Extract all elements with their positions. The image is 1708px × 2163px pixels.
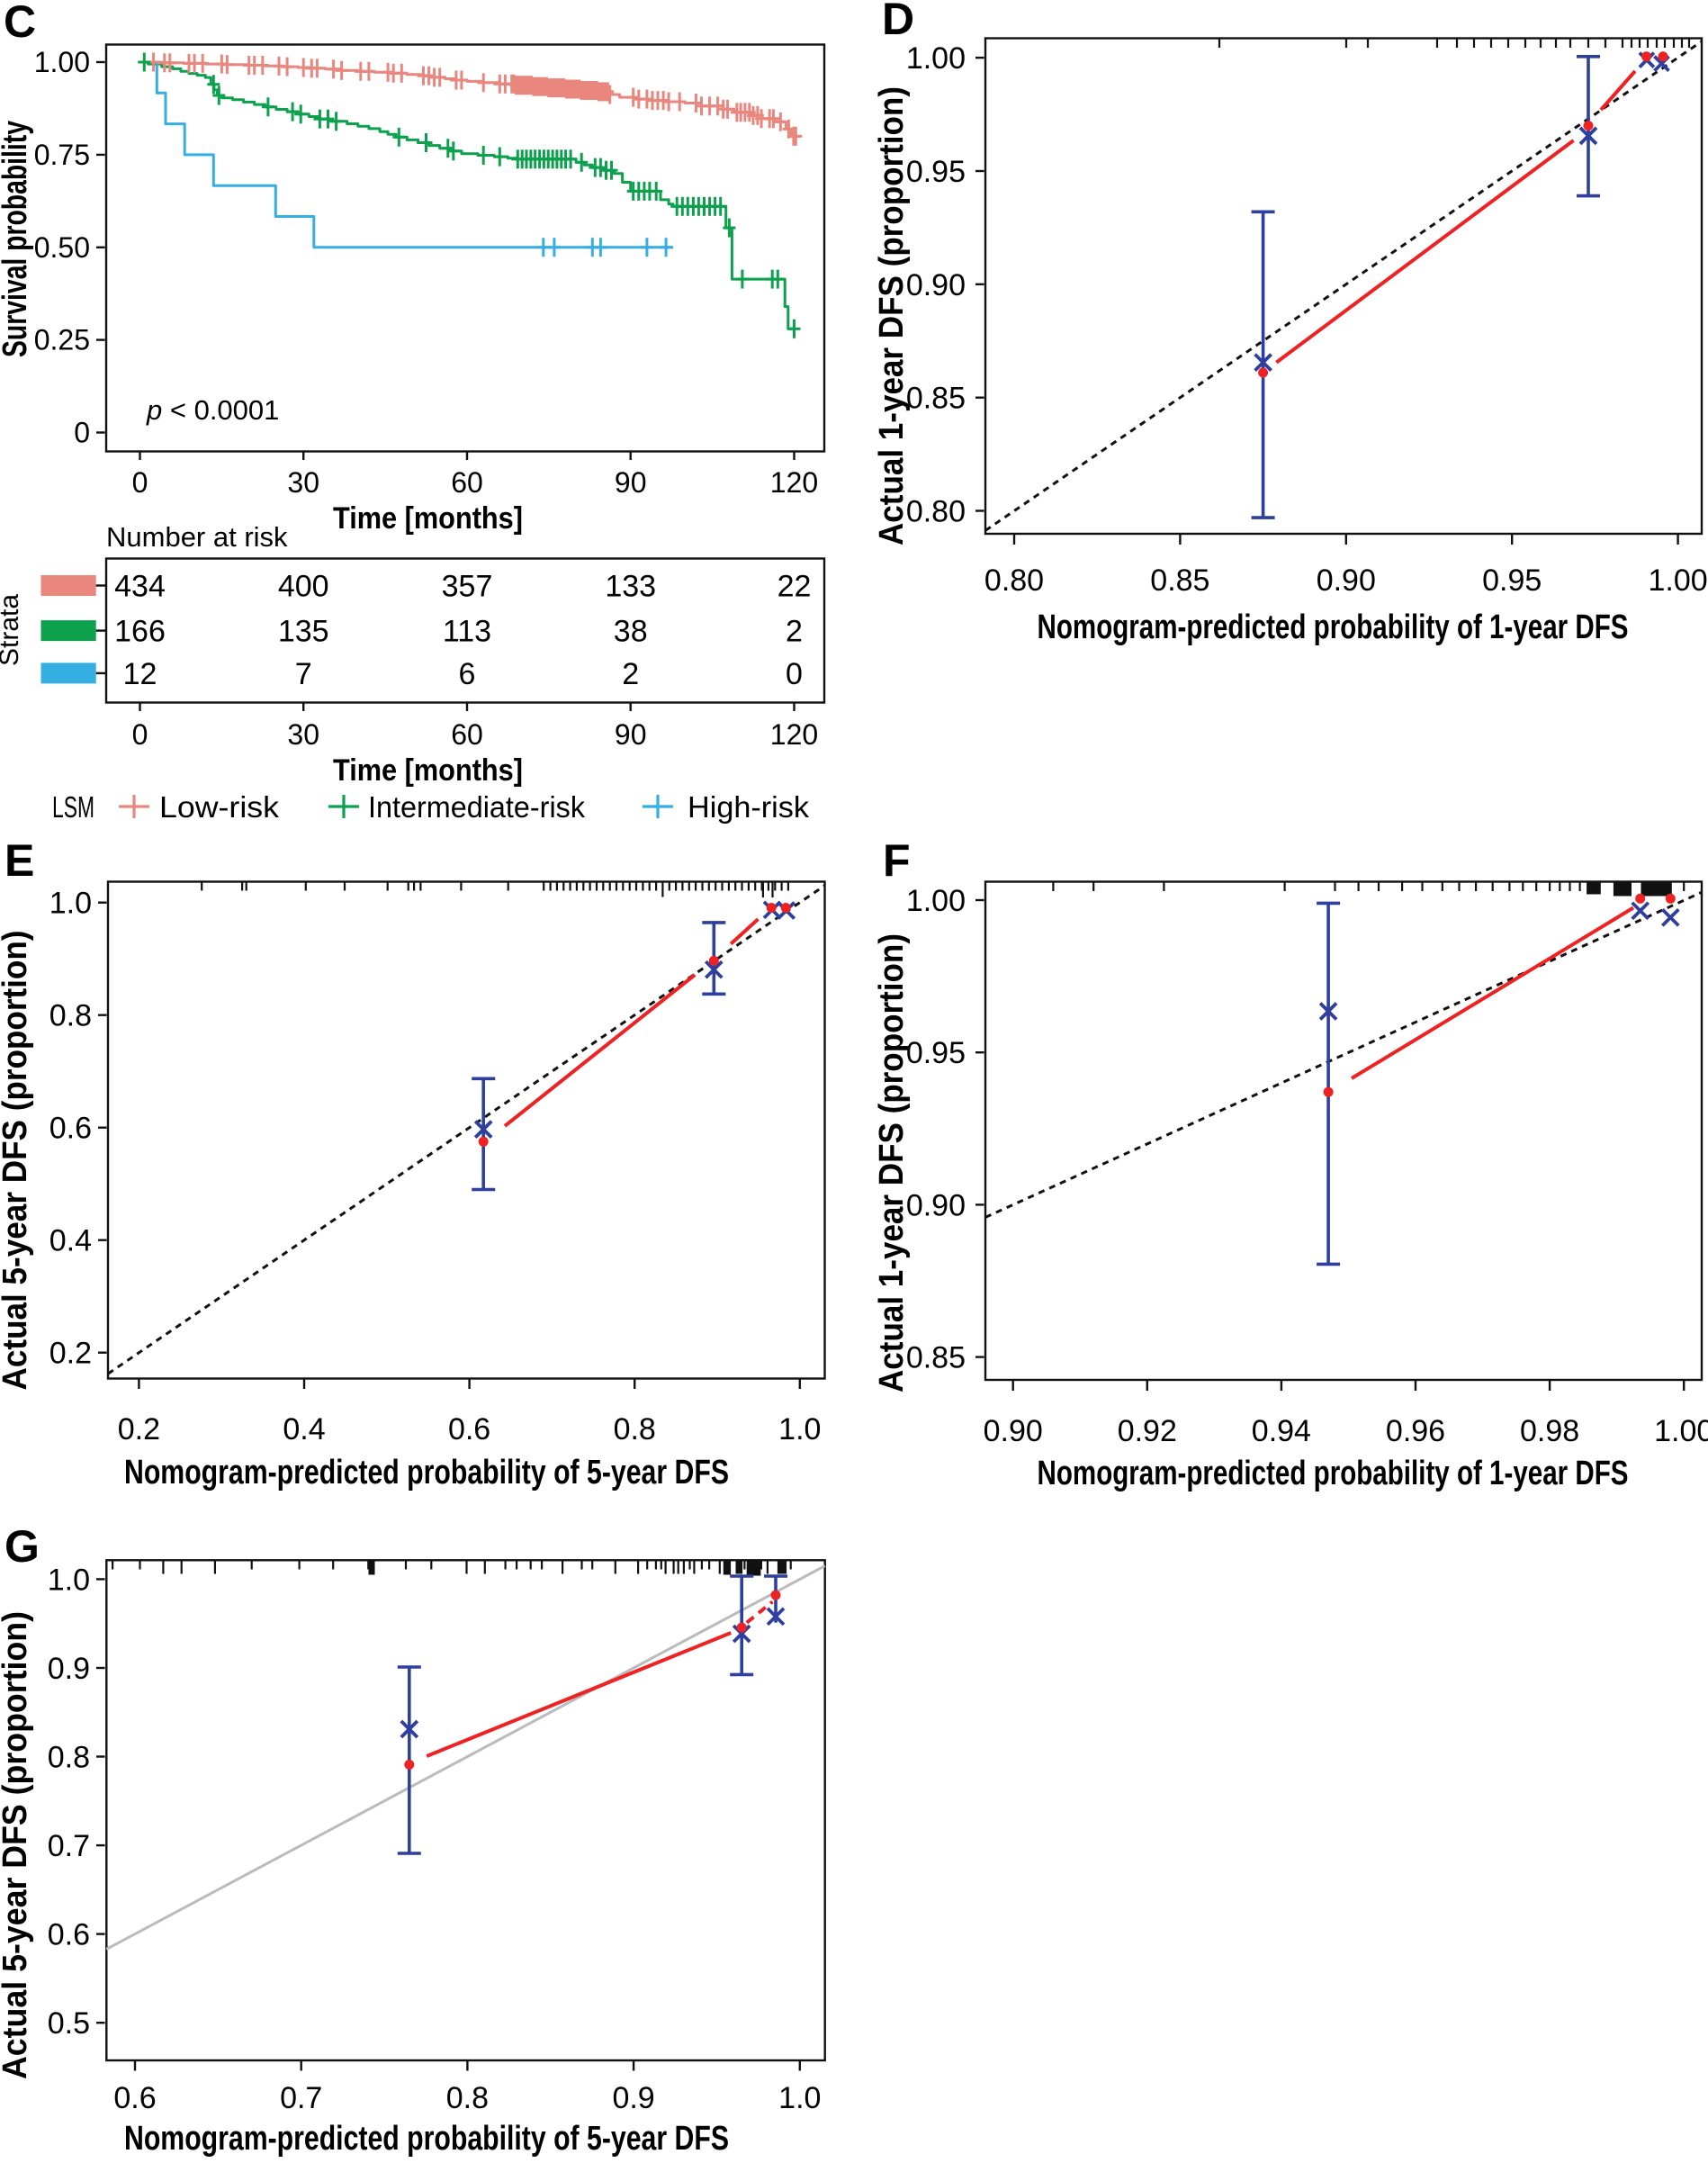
svg-text:Nomogram-predicted probability: Nomogram-predicted probability of 5-year… <box>124 1454 729 1492</box>
svg-text:0.4: 0.4 <box>283 1412 325 1447</box>
svg-text:1.00: 1.00 <box>1654 1414 1708 1448</box>
svg-text:0.50: 0.50 <box>34 231 90 264</box>
svg-text:30: 30 <box>287 718 319 751</box>
svg-text:0.6: 0.6 <box>49 1112 92 1146</box>
svg-text:133: 133 <box>605 570 656 604</box>
svg-text:0: 0 <box>74 417 90 449</box>
svg-text:LSM: LSM <box>52 790 94 824</box>
svg-text:0: 0 <box>132 466 148 499</box>
svg-text:0.95: 0.95 <box>906 155 966 189</box>
svg-text:1.00: 1.00 <box>34 46 90 78</box>
svg-text:Time [months]: Time [months] <box>333 753 523 788</box>
svg-text:0.85: 0.85 <box>906 382 966 416</box>
svg-text:90: 90 <box>615 718 647 751</box>
svg-text:Number at risk: Number at risk <box>106 521 288 553</box>
svg-text:Strata: Strata <box>0 594 24 666</box>
svg-text:0.94: 0.94 <box>1252 1414 1311 1448</box>
svg-text:p < 0.0001: p < 0.0001 <box>146 394 279 426</box>
svg-text:1.0: 1.0 <box>778 2081 821 2115</box>
svg-text:120: 120 <box>770 466 818 499</box>
svg-text:60: 60 <box>451 718 483 751</box>
svg-text:1.0: 1.0 <box>49 887 92 921</box>
svg-text:Time [months]: Time [months] <box>333 501 523 536</box>
svg-text:2: 2 <box>786 615 803 649</box>
svg-text:0: 0 <box>132 718 148 751</box>
svg-text:0.2: 0.2 <box>49 1337 92 1371</box>
svg-text:1.00: 1.00 <box>906 884 966 918</box>
svg-text:7: 7 <box>295 657 312 691</box>
svg-text:357: 357 <box>442 570 493 604</box>
svg-text:0.8: 0.8 <box>48 1741 90 1775</box>
svg-text:0.75: 0.75 <box>34 139 90 171</box>
svg-text:Low-risk: Low-risk <box>159 790 280 824</box>
svg-text:38: 38 <box>614 615 648 649</box>
svg-text:0.8: 0.8 <box>614 1412 656 1447</box>
svg-text:1.00: 1.00 <box>1649 563 1708 598</box>
svg-text:12: 12 <box>123 657 157 691</box>
svg-text:0.95: 0.95 <box>906 1036 966 1070</box>
svg-text:0.96: 0.96 <box>1386 1414 1445 1448</box>
svg-text:D: D <box>882 0 914 44</box>
svg-text:0.9: 0.9 <box>612 2081 654 2115</box>
svg-text:30: 30 <box>287 466 319 499</box>
svg-text:1.0: 1.0 <box>48 1563 90 1597</box>
svg-text:0.98: 0.98 <box>1520 1414 1579 1448</box>
svg-text:1.0: 1.0 <box>778 1412 821 1447</box>
svg-text:0.2: 0.2 <box>118 1412 160 1447</box>
svg-text:Survival probability: Survival probability <box>0 121 34 357</box>
svg-text:High-risk: High-risk <box>688 790 810 824</box>
svg-text:113: 113 <box>443 615 491 649</box>
svg-text:Actual 5-year DFS (proportion): Actual 5-year DFS (proportion) <box>0 931 34 1391</box>
svg-text:0.25: 0.25 <box>34 324 90 356</box>
svg-text:0: 0 <box>786 657 803 691</box>
svg-text:0.80: 0.80 <box>906 495 966 529</box>
svg-text:0.7: 0.7 <box>280 2081 322 2115</box>
svg-text:0.9: 0.9 <box>48 1652 90 1686</box>
svg-text:22: 22 <box>778 570 812 604</box>
svg-text:0.90: 0.90 <box>906 268 966 302</box>
svg-text:0.4: 0.4 <box>49 1224 92 1258</box>
svg-text:0.92: 0.92 <box>1118 1414 1177 1448</box>
svg-text:60: 60 <box>451 466 483 499</box>
svg-text:120: 120 <box>770 718 818 751</box>
svg-text:0.6: 0.6 <box>448 1412 490 1447</box>
svg-text:0.85: 0.85 <box>906 1341 966 1375</box>
svg-text:Actual 1-year DFS (proportion): Actual 1-year DFS (proportion) <box>873 933 911 1392</box>
svg-text:0.8: 0.8 <box>446 2081 489 2115</box>
svg-text:0.95: 0.95 <box>1482 563 1542 598</box>
svg-text:0.90: 0.90 <box>1317 563 1376 598</box>
svg-text:Actual 1-year DFS (proportion): Actual 1-year DFS (proportion) <box>873 86 911 545</box>
svg-text:E: E <box>4 835 34 886</box>
svg-text:Nomogram-predicted probability: Nomogram-predicted probability of 1-year… <box>1038 1455 1629 1492</box>
svg-text:0.90: 0.90 <box>984 1414 1043 1448</box>
svg-text:Nomogram-predicted probability: Nomogram-predicted probability of 1-year… <box>1038 608 1629 646</box>
svg-text:90: 90 <box>615 466 647 499</box>
svg-text:434: 434 <box>114 570 166 604</box>
svg-text:0.85: 0.85 <box>1150 563 1209 598</box>
svg-text:Nomogram-predicted probability: Nomogram-predicted probability of 5-year… <box>124 2120 729 2158</box>
svg-text:Intermediate-risk: Intermediate-risk <box>368 790 585 824</box>
svg-text:0.6: 0.6 <box>113 2081 156 2115</box>
svg-text:0.80: 0.80 <box>984 563 1044 598</box>
svg-text:166: 166 <box>114 615 166 649</box>
svg-text:0.6: 0.6 <box>48 1918 90 1952</box>
svg-text:G: G <box>4 1521 40 1572</box>
svg-text:Actual 5-year DFS (proportion): Actual 5-year DFS (proportion) <box>0 1611 34 2079</box>
svg-text:0.5: 0.5 <box>48 2006 90 2041</box>
svg-text:0.7: 0.7 <box>48 1829 90 1863</box>
svg-text:400: 400 <box>278 570 329 604</box>
svg-text:135: 135 <box>278 615 329 649</box>
svg-text:1.00: 1.00 <box>906 41 966 76</box>
svg-text:F: F <box>883 835 911 886</box>
svg-text:6: 6 <box>459 657 476 691</box>
svg-text:0.8: 0.8 <box>49 999 92 1033</box>
svg-text:2: 2 <box>622 657 639 691</box>
svg-text:C: C <box>4 0 36 47</box>
svg-text:0.90: 0.90 <box>906 1188 966 1222</box>
